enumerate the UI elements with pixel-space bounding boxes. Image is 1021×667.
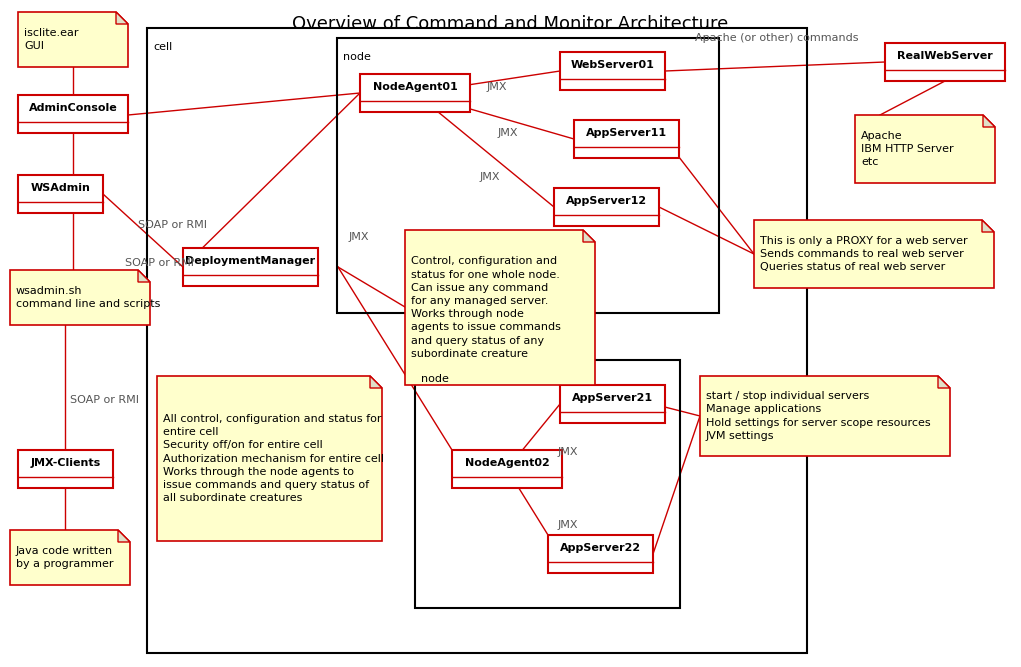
Bar [452,450,562,488]
Text: JMX: JMX [349,232,370,242]
Text: RealWebServer: RealWebServer [897,51,992,61]
Text: AppServer12: AppServer12 [566,196,647,206]
Polygon shape [405,230,595,385]
Bar [18,450,113,488]
Bar [415,360,680,608]
Polygon shape [700,376,950,456]
Bar [560,52,665,90]
Bar [554,188,659,226]
Text: SOAP or RMI: SOAP or RMI [125,258,194,268]
Text: isclite.ear
GUI: isclite.ear GUI [25,28,79,51]
Polygon shape [18,12,128,67]
Bar [885,43,1005,81]
Text: Java code written
by a programmer: Java code written by a programmer [16,546,113,569]
Text: JMX-Clients: JMX-Clients [31,458,101,468]
Polygon shape [982,220,994,232]
Text: JMX: JMX [558,447,579,457]
Bar [18,175,103,213]
Text: JMX: JMX [480,172,500,182]
Polygon shape [855,115,995,183]
Text: JMX: JMX [558,520,579,530]
Text: AdminConsole: AdminConsole [29,103,117,113]
Polygon shape [118,530,130,542]
Text: WSAdmin: WSAdmin [31,183,91,193]
Text: NodeAgent02: NodeAgent02 [465,458,549,468]
Text: Apache (or other) commands: Apache (or other) commands [695,33,859,43]
Text: NodeAgent01: NodeAgent01 [373,82,457,92]
Text: AppServer11: AppServer11 [586,128,667,138]
Bar [147,28,807,653]
Bar [337,38,719,313]
Bar [560,385,665,423]
Polygon shape [10,270,150,325]
Text: Overview of Command and Monitor Architecture: Overview of Command and Monitor Architec… [292,15,729,33]
Text: wsadmin.sh
command line and scripts: wsadmin.sh command line and scripts [16,286,160,309]
Bar [360,74,470,112]
Text: SOAP or RMI: SOAP or RMI [138,220,207,230]
Text: This is only a PROXY for a web server
Sends commands to real web server
Queries : This is only a PROXY for a web server Se… [760,236,968,272]
Polygon shape [138,270,150,282]
Polygon shape [370,376,382,388]
Polygon shape [753,220,994,288]
Text: AppServer21: AppServer21 [572,394,653,404]
Text: JMX: JMX [498,128,519,138]
Text: Control, configuration and
status for one whole node.
Can issue any command
for : Control, configuration and status for on… [411,256,561,359]
Text: start / stop individual servers
Manage applications
Hold settings for server sco: start / stop individual servers Manage a… [706,392,930,441]
Text: WebServer01: WebServer01 [571,60,654,70]
Text: node: node [421,374,449,384]
Polygon shape [10,530,130,585]
Bar [548,535,653,573]
Polygon shape [116,12,128,24]
Text: cell: cell [153,42,173,52]
Text: JMX: JMX [487,82,507,92]
Text: SOAP or RMI: SOAP or RMI [70,395,139,405]
Text: AppServer22: AppServer22 [560,544,641,554]
Text: node: node [343,52,371,62]
Text: All control, configuration and status for
entire cell
Security off/on for entire: All control, configuration and status fo… [163,414,384,503]
Polygon shape [157,376,382,541]
Polygon shape [983,115,995,127]
Polygon shape [583,230,595,242]
Bar [574,120,679,158]
Text: Apache
IBM HTTP Server
etc: Apache IBM HTTP Server etc [861,131,954,167]
Bar [18,95,128,133]
Bar [183,248,318,286]
Polygon shape [938,376,950,388]
Text: DeploymentManager: DeploymentManager [186,256,315,266]
